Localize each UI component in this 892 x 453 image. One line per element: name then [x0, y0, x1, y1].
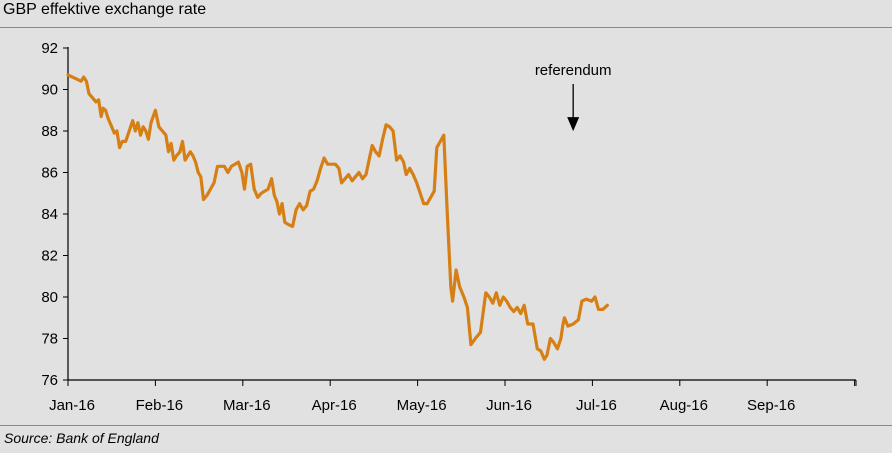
y-tick-label: 92: [41, 40, 58, 57]
y-tick-label: 80: [41, 289, 58, 306]
annotation-arrow-head: [567, 117, 580, 132]
y-tick-label: 90: [41, 82, 58, 99]
x-tick-label: Mar-16: [223, 397, 271, 414]
y-tick-label: 82: [41, 248, 58, 265]
annotation-label: referendum: [535, 62, 612, 79]
x-tick-label: Jan-16: [49, 397, 95, 414]
y-tick-label: 78: [41, 331, 58, 348]
x-tick-label: May-16: [397, 397, 447, 414]
x-tick-label: Sep-16: [747, 397, 795, 414]
x-tick-label: Jul-16: [576, 397, 617, 414]
y-tick-label: 88: [41, 123, 58, 140]
x-tick-label: Jun-16: [486, 397, 532, 414]
top-rule: [0, 27, 892, 28]
y-tick-label: 86: [41, 165, 58, 182]
x-tick-label: Apr-16: [312, 397, 357, 414]
chart-source: Source: Bank of England: [4, 430, 159, 446]
y-tick-label: 84: [41, 206, 58, 223]
y-tick-label: 76: [41, 372, 58, 389]
series-line-0: [66, 73, 609, 361]
x-tick-label: Feb-16: [136, 397, 184, 414]
bottom-rule: [0, 425, 892, 426]
x-tick-label: Aug-16: [660, 397, 708, 414]
chart-title: GBP effektive exchange rate: [3, 1, 207, 18]
